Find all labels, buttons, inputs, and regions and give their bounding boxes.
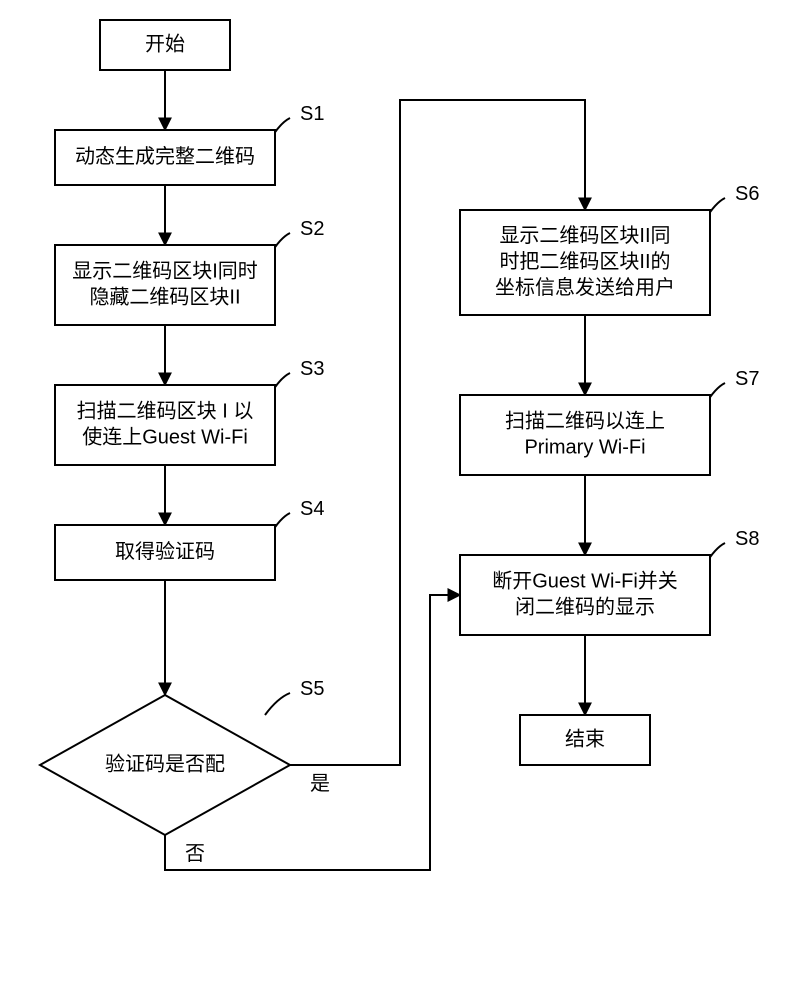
node-s4: 取得验证码 S4 <box>55 498 324 580</box>
node-s2: 显示二维码区块I同时隐藏二维码区块II S2 <box>55 218 324 325</box>
node-s7: 扫描二维码以连上 Primary Wi-Fi S7 <box>460 368 759 475</box>
node-text: 扫描二维码以连上 <box>505 409 665 432</box>
edge-label: 否 <box>185 843 205 865</box>
node-text: 断开Guest Wi-Fi并关 <box>492 569 678 592</box>
step-tag: S2 <box>300 218 324 240</box>
node-text: 显示二维码区块II同 <box>499 224 670 247</box>
node-text: 扫描二维码区块 I 以 <box>77 399 254 422</box>
node-text: 验证码是否配 <box>105 752 225 775</box>
step-tag: S8 <box>735 528 759 550</box>
flowchart-canvas: 是否 开始动态生成完整二维码 S1 显示二维码区块I同时隐藏二维码区块II S2 扫描二维… <box>0 0 789 1000</box>
node-s3: 扫描二维码区块 I 以使连上Guest Wi-Fi S3 <box>55 358 324 465</box>
step-tag: S3 <box>300 358 324 380</box>
node-text: Primary Wi-Fi <box>524 436 645 458</box>
step-tag: S1 <box>300 103 324 125</box>
node-text: 时把二维码区块II的 <box>499 250 670 273</box>
node-start: 开始 <box>100 20 230 70</box>
step-tag: S4 <box>300 498 324 520</box>
node-s1: 动态生成完整二维码 S1 <box>55 103 324 185</box>
step-tag: S5 <box>300 678 324 700</box>
node-s8: 断开Guest Wi-Fi并关闭二维码的显示 S8 <box>460 528 759 635</box>
tag-leader <box>265 693 290 715</box>
node-s5: 验证码是否配 S5 <box>40 678 324 835</box>
node-text: 使连上Guest Wi-Fi <box>82 425 248 448</box>
node-text: 结束 <box>565 727 605 750</box>
node-text: 取得验证码 <box>115 540 215 563</box>
step-tag: S7 <box>735 368 759 390</box>
node-text: 坐标信息发送给用户 <box>495 276 675 299</box>
node-text: 开始 <box>145 32 185 55</box>
node-text: 闭二维码的显示 <box>515 595 655 618</box>
node-text: 显示二维码区块I同时 <box>72 259 258 282</box>
node-end: 结束 <box>520 715 650 765</box>
node-text: 隐藏二维码区块II <box>89 285 240 308</box>
node-s6: 显示二维码区块II同时把二维码区块II的坐标信息发送给用户 S6 <box>460 183 759 315</box>
edge-label: 是 <box>310 773 330 795</box>
node-text: 动态生成完整二维码 <box>75 145 255 168</box>
step-tag: S6 <box>735 183 759 205</box>
